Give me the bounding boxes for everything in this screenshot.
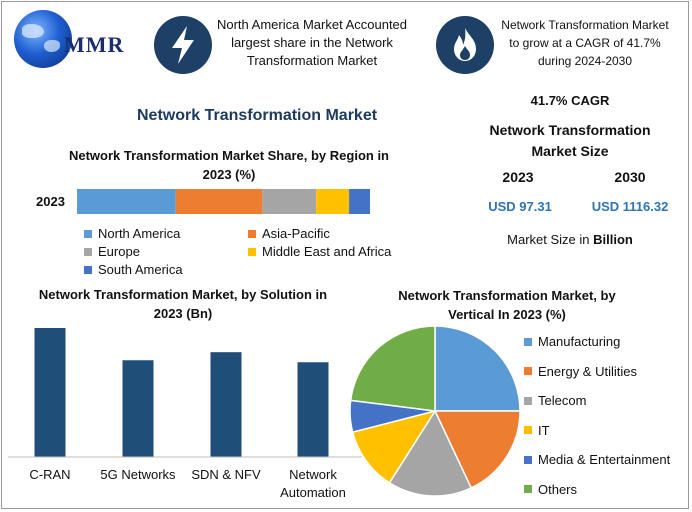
legend-label: Others [538, 481, 578, 497]
pie-slice-others [349, 325, 436, 412]
legend-swatch [524, 337, 532, 346]
legend-label: Media & Entertainment [538, 452, 671, 467]
solution-tick-label-sdn-and-nfv: SDN & NFV [191, 467, 261, 482]
page-title: Network Transformation Market [137, 107, 378, 124]
legend-swatch [524, 455, 532, 464]
legend-swatch [524, 485, 532, 493]
legend-label: South America [98, 262, 183, 277]
lightning-bolt-icon [154, 16, 212, 74]
pie-slice-manufacturing [434, 325, 521, 412]
value-2030: USD 1116.32 [591, 199, 669, 214]
legend-label: IT [538, 422, 550, 438]
vertical-chart-title: Network Transformation Market, by Vertic… [398, 288, 616, 322]
solution-bar-sdn-and-nfv [210, 352, 242, 457]
region-legend-item-north-america: North America [84, 226, 180, 241]
unit-bold: Billion [593, 232, 633, 247]
logo-text: MMR [64, 32, 125, 57]
legend-swatch [248, 229, 256, 238]
legend-label: Europe [98, 244, 140, 259]
region-legend-item-south-america: South America [84, 262, 183, 277]
cagr-label: 41.7% CAGR [530, 93, 610, 108]
vertical-legend-item-manufacturing: Manufacturing [524, 334, 620, 349]
region-legend-item-asia-pacific: Asia-Pacific [248, 226, 330, 241]
legend-swatch [524, 426, 532, 434]
market-size-unit: Market Size in Billion [470, 232, 670, 247]
region-bar-north-america [77, 189, 176, 214]
solution-tick-label-5g-networks: 5G Networks [100, 467, 176, 482]
region-category-label: 2023 [36, 194, 65, 209]
vertical-legend-item-media-and-entertainment: Media & Entertainment [524, 452, 670, 467]
region-bar-asia-pacific [175, 189, 263, 214]
legend-label: North America [98, 226, 181, 241]
solution-bar-5g-networks [122, 360, 154, 457]
solution-bar-network-automation [297, 362, 329, 457]
solution-tick-label-c-ran: C-RAN [29, 467, 70, 482]
pie-slice-energy-and-utilities [433, 410, 521, 489]
legend-swatch [524, 396, 532, 405]
vertical-pie-chart [349, 325, 521, 497]
legend-label: Asia-Pacific [262, 226, 330, 241]
globe-icon [14, 10, 72, 68]
legend-label: Energy & Utilities [538, 363, 637, 379]
year-2023-label: 2023 [502, 169, 534, 185]
flame-icon [436, 16, 494, 74]
year-2030-label: 2030 [614, 169, 646, 185]
header-box1-text: North America Market Accounted largest s… [216, 17, 408, 68]
legend-label: Manufacturing [538, 334, 621, 349]
vertical-legend-item-others: Others [524, 482, 577, 497]
unit-prefix: Market Size in [507, 232, 594, 247]
market-size-title: Network Transformation Market Size [489, 122, 651, 159]
region-legend-item-europe: Europe [84, 244, 140, 259]
region-chart-title: Network Transformation Market Share, by … [68, 148, 389, 182]
solution-chart-title: Network Transformation Market, by Soluti… [38, 287, 328, 321]
region-bar-europe [262, 189, 317, 214]
legend-swatch [524, 367, 532, 375]
legend-label: Middle East and Africa [262, 244, 392, 259]
vertical-legend-item-telecom: Telecom [524, 393, 586, 408]
vertical-legend-item-energy-and-utilities: Energy & Utilities [524, 364, 637, 379]
solution-bar-chart: C-RAN 5G Networks SDN & NFV Network Automati… [8, 328, 362, 500]
legend-swatch [84, 247, 92, 256]
legend-label: Telecom [538, 393, 587, 408]
pie-slice-it [351, 409, 437, 484]
region-legend-item-middle-east-and-africa: Middle East and Africa [248, 244, 391, 259]
value-2023: USD 97.31 [488, 199, 552, 214]
header-box2-text: Network Transformation Market to grow at… [501, 18, 669, 68]
solution-tick-label-network-automation: Network Automation [280, 467, 346, 500]
region-bar-middle-east-and-africa [316, 189, 350, 214]
legend-swatch [84, 265, 92, 274]
vertical-legend-item-it: IT [524, 423, 550, 438]
solution-bar-c-ran [34, 328, 66, 457]
pie-slice-telecom [388, 409, 473, 497]
legend-swatch [84, 229, 92, 238]
region-bar-south-america [349, 189, 370, 214]
legend-swatch [248, 247, 256, 256]
region-stacked-bar-chart: 2023 [36, 189, 370, 214]
